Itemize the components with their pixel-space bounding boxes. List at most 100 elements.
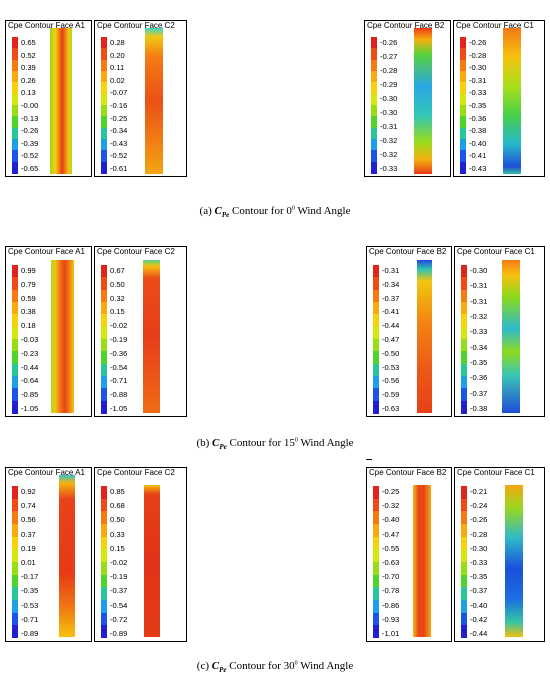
colorbar-segment bbox=[461, 326, 467, 340]
colorbar-segment bbox=[12, 600, 18, 613]
panel-title: Cpe Contour Face C2 bbox=[97, 468, 175, 477]
colorbar-segment bbox=[461, 302, 467, 315]
colorbar-tick-label: -0.54 bbox=[110, 362, 128, 372]
colorbar-segment bbox=[12, 612, 18, 626]
colorbar-segment bbox=[461, 498, 467, 512]
colorbar-segment bbox=[461, 600, 467, 613]
colorbar-tick-label: 0.01 bbox=[21, 558, 36, 567]
colorbar-segment bbox=[461, 486, 467, 499]
colorbar-segment bbox=[12, 549, 18, 563]
contour-panel: Cpe Contour Face C2 0.85 0.68 0.50 0.33 0.15… bbox=[94, 467, 187, 642]
colorbar-tick-label: -0.41 bbox=[382, 307, 400, 317]
colorbar-tick-label: -0.30 bbox=[380, 94, 398, 103]
colorbar-tick-label: -0.37 bbox=[470, 388, 488, 398]
colorbar-segment bbox=[101, 302, 107, 315]
colorbar-segment bbox=[460, 139, 466, 151]
stray-dash bbox=[366, 459, 372, 460]
colorbar-tick-label: 0.38 bbox=[21, 307, 36, 317]
colorbar-tick-label: -0.40 bbox=[470, 600, 488, 610]
colorbar-tick-label: -0.47 bbox=[382, 335, 400, 344]
colorbar-segment bbox=[12, 574, 18, 588]
contour-panel: Cpe Contour Face C1 -0.21 -0.24 -0.26 -0.28… bbox=[454, 467, 545, 642]
colorbar-tick-label: -0.33 bbox=[380, 164, 398, 173]
colorbar-segment bbox=[101, 59, 107, 72]
colorbar-segment bbox=[12, 82, 18, 95]
colorbar-segment bbox=[12, 71, 18, 83]
contour-face-strip bbox=[503, 28, 521, 174]
colorbar-tick-label: -0.37 bbox=[470, 586, 488, 596]
colorbar-tick-label: -0.64 bbox=[21, 376, 39, 386]
panel-title: Cpe Contour Face A1 bbox=[8, 247, 85, 256]
colorbar-segment bbox=[461, 574, 467, 588]
colorbar-tick-label: 0.92 bbox=[21, 487, 36, 496]
panel-title: Cpe Contour Face C1 bbox=[457, 247, 535, 256]
colorbar-tick-label: -0.53 bbox=[21, 600, 39, 610]
colorbar-segment bbox=[101, 511, 107, 525]
colorbar-segment bbox=[12, 93, 18, 106]
colorbar-segment bbox=[373, 277, 379, 291]
colorbar-segment bbox=[373, 326, 379, 340]
colorbar-segment bbox=[12, 289, 18, 303]
colorbar-tick-label: 0.13 bbox=[21, 88, 36, 98]
colorbar-tick-label: 0.50 bbox=[110, 515, 125, 525]
colorbar-segment bbox=[101, 277, 107, 291]
colorbar-segment bbox=[101, 612, 107, 626]
colorbar-tick-label: 0.02 bbox=[110, 75, 125, 85]
colorbar-tick-label: 0.15 bbox=[110, 307, 125, 317]
colorbar-segment bbox=[371, 71, 377, 83]
colorbar-segment bbox=[460, 59, 466, 72]
colorbar-tick-label: -0.35 bbox=[470, 358, 488, 367]
colorbar-tick-label: -0.21 bbox=[470, 487, 488, 496]
colorbar-tick-label: -0.65 bbox=[21, 164, 39, 173]
colorbar-segment bbox=[373, 587, 379, 601]
colorbar-tick-label: -0.24 bbox=[470, 501, 488, 511]
colorbar-tick-label: -0.70 bbox=[382, 572, 400, 582]
colorbar-segment bbox=[101, 139, 107, 151]
colorbar-tick-label: -0.00 bbox=[21, 101, 39, 110]
colorbar-segment bbox=[101, 498, 107, 512]
colorbar-segment bbox=[101, 105, 107, 117]
colorbar-tick-label: -0.35 bbox=[21, 586, 39, 596]
colorbar-tick-label: 0.59 bbox=[21, 293, 36, 303]
colorbar-segment bbox=[461, 265, 467, 278]
colorbar-segment bbox=[12, 524, 18, 537]
colorbar-tick-label: -0.03 bbox=[21, 335, 39, 344]
colorbar-tick-label: 0.68 bbox=[110, 501, 125, 511]
colorbar-segment bbox=[101, 562, 107, 575]
colorbar-segment bbox=[461, 511, 467, 525]
colorbar bbox=[373, 486, 379, 639]
colorbar-tick-label: -0.23 bbox=[21, 348, 39, 358]
colorbar-segment bbox=[461, 587, 467, 601]
colorbar-segment bbox=[460, 161, 466, 174]
colorbar-segment bbox=[12, 314, 18, 328]
colorbar-segment bbox=[101, 363, 107, 377]
colorbar-tick-label: -0.55 bbox=[382, 543, 400, 553]
colorbar-segment bbox=[373, 289, 379, 303]
colorbar-tick-label: -0.33 bbox=[469, 88, 487, 98]
colorbar-tick-label: 0.26 bbox=[21, 75, 36, 85]
colorbar-tick-label: -0.43 bbox=[469, 164, 487, 173]
colorbar-segment bbox=[371, 93, 377, 106]
contour-face-strip bbox=[51, 260, 74, 413]
colorbar-tick-label: 0.33 bbox=[110, 529, 125, 539]
colorbar-tick-label: -0.44 bbox=[470, 629, 488, 638]
colorbar-segment bbox=[101, 376, 107, 389]
colorbar-segment bbox=[373, 612, 379, 626]
contour-panel: Cpe Contour Face A1 0.99 0.79 0.59 0.38 0.18… bbox=[5, 246, 92, 417]
contour-face-strip bbox=[417, 260, 432, 413]
colorbar-tick-label: -0.52 bbox=[21, 151, 39, 161]
panel-title: Cpe Contour Face C2 bbox=[97, 21, 175, 30]
colorbar-tick-label: -0.31 bbox=[470, 281, 488, 291]
colorbar-tick-label: -0.38 bbox=[469, 126, 487, 136]
figure-caption: (a) CPe Contour for 00 Wind Angle bbox=[199, 205, 351, 220]
colorbar-tick-label: -0.40 bbox=[382, 515, 400, 525]
colorbar-tick-label: -0.71 bbox=[21, 614, 39, 624]
colorbar-segment bbox=[12, 498, 18, 512]
colorbar-segment bbox=[101, 351, 107, 365]
colorbar-segment bbox=[461, 363, 467, 377]
contour-face-strip bbox=[50, 28, 72, 174]
contour-panel: Cpe Contour Face C2 0.67 0.50 0.32 0.15 -0.0… bbox=[94, 246, 187, 417]
colorbar-segment bbox=[12, 511, 18, 525]
colorbar-tick-label: -0.31 bbox=[382, 266, 400, 275]
colorbar-tick-label: -0.78 bbox=[382, 586, 400, 596]
